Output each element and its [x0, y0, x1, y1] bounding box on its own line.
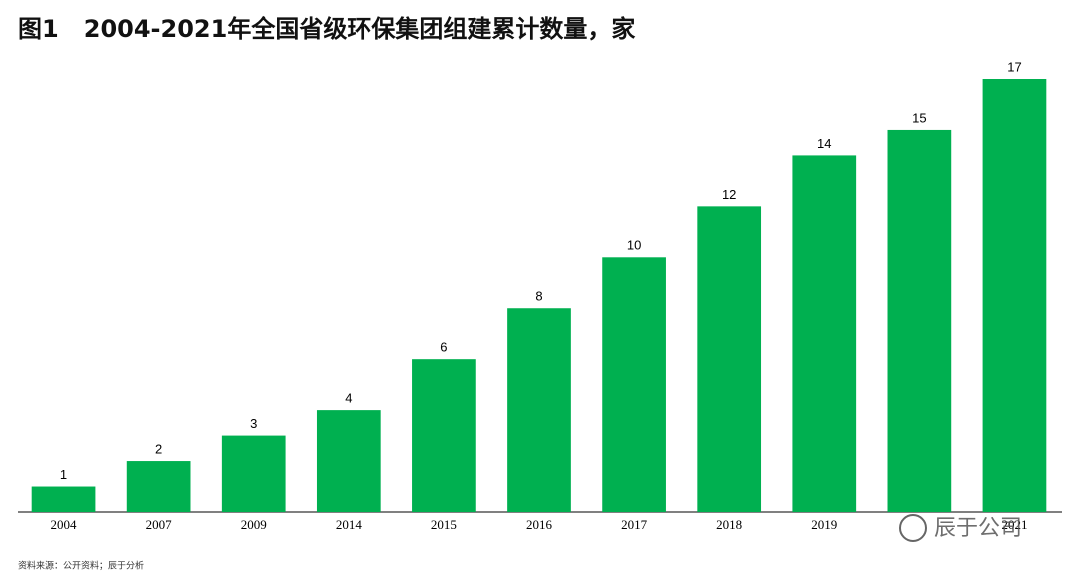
value-label: 2 — [155, 441, 162, 456]
x-tick-label: 2017 — [621, 517, 648, 532]
x-tick-label: 2019 — [811, 517, 837, 532]
value-label: 12 — [722, 187, 736, 202]
source-note: 资料来源：公开资料；辰于分析 — [18, 560, 144, 572]
bar — [316, 410, 381, 512]
chart-title: 图1 2004-2021年全国省级环保集团组建累计数量，家 — [18, 15, 635, 43]
value-label: 15 — [912, 110, 926, 125]
value-label: 3 — [250, 416, 257, 431]
bar — [507, 308, 571, 512]
x-tick-label: 2004 — [51, 517, 78, 532]
value-label: 17 — [1007, 59, 1021, 74]
value-label: 1 — [60, 467, 67, 482]
bar — [412, 359, 476, 512]
bar — [887, 129, 952, 513]
bar — [31, 486, 96, 512]
x-tick-label: 2021 — [1001, 517, 1027, 532]
watermark: 辰于公司 — [934, 516, 1022, 541]
value-label: 10 — [627, 238, 641, 253]
x-tick-label: 2016 — [526, 517, 553, 532]
x-tick-label: 2009 — [241, 517, 267, 532]
watermark-icon — [899, 514, 927, 542]
bar — [697, 206, 762, 512]
value-label: 6 — [440, 340, 447, 355]
bar — [602, 257, 666, 512]
watermark-group: 辰于公司 — [899, 514, 1022, 542]
bar — [982, 79, 1047, 512]
x-tick-label: 2014 — [336, 517, 363, 532]
x-tick-label: 2018 — [716, 517, 742, 532]
x-tick-label: 2007 — [146, 517, 173, 532]
bar — [221, 435, 286, 512]
x-tick-label: 2015 — [431, 517, 457, 532]
value-label: 4 — [345, 391, 352, 406]
value-label: 8 — [535, 289, 542, 304]
bar — [126, 461, 191, 512]
value-label: 14 — [817, 136, 831, 151]
bar — [792, 155, 857, 513]
